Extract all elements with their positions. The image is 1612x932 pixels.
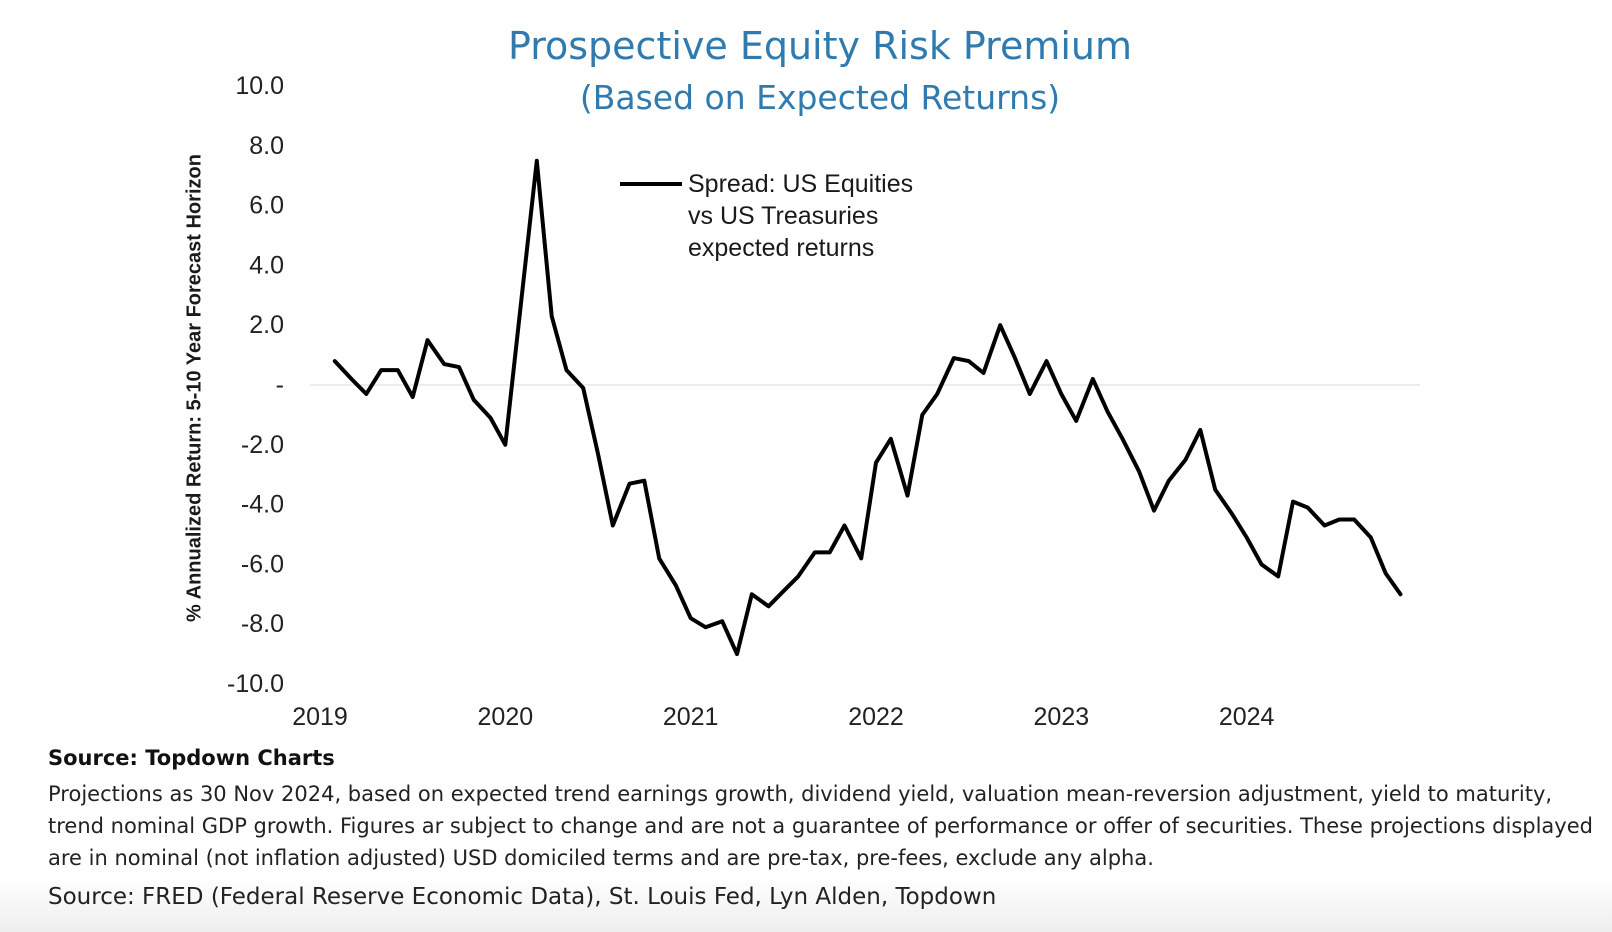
x-tick-label: 2019: [292, 703, 348, 731]
x-tick-label: 2023: [1034, 703, 1090, 731]
y-tick-label: 6.0: [249, 192, 284, 220]
chart-title: Prospective Equity Risk Premium: [507, 24, 1133, 68]
legend-label-line-3: expected returns: [688, 234, 875, 262]
legend: Spread: US Equities vs US Treasuries exp…: [688, 168, 913, 264]
footer-bar: Source: FRED (Federal Reserve Economic D…: [0, 876, 1612, 932]
x-tick-label: 2024: [1219, 703, 1275, 731]
y-tick-label: -6.0: [241, 550, 284, 578]
y-tick-label: -8.0: [241, 610, 284, 638]
y-tick-label: 4.0: [249, 251, 284, 279]
y-tick-label: -4.0: [241, 491, 284, 519]
chart-svg: 10.0 8.0 6.0 4.0 2.0 - -2.0 -4.0 -6.0 -8.0 -10.0 20…: [227, 72, 1420, 731]
legend-label-line-1: Spread: US Equities: [688, 170, 914, 198]
y-axis-label: % Annualized Return: 5-10 Year Forecast …: [183, 154, 206, 622]
y-tick-label: -2.0: [241, 431, 284, 459]
chart-subtitle: (Based on Expected Returns): [579, 78, 1061, 117]
projection-notes: Projections as 30 Nov 2024, based on exp…: [48, 782, 1593, 870]
x-tick-label: 2021: [663, 703, 719, 731]
x-tick-label: 2022: [848, 703, 904, 731]
y-tick-label: -10.0: [227, 670, 284, 698]
series-line-spread: [332, 158, 1403, 657]
legend-label-line-2: vs US Treasuries: [688, 202, 879, 230]
x-tick-label: 2020: [478, 703, 534, 731]
y-tick-label: 8.0: [249, 132, 284, 160]
y-tick-label: 10.0: [235, 72, 284, 100]
source-title: Source: Topdown Charts: [48, 746, 335, 770]
footer-source: Source: FRED (Federal Reserve Economic D…: [48, 884, 997, 910]
y-tick-label: 2.0: [249, 311, 284, 339]
y-tick-label: -: [276, 371, 284, 399]
